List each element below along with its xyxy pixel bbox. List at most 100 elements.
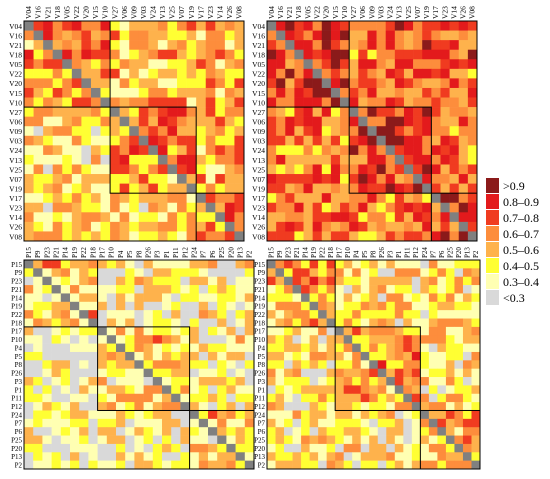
heatmap-cell [386,402,396,411]
heatmap-cell [467,78,478,89]
heatmap-cell [177,183,187,194]
heatmap-cell [217,460,227,470]
heatmap-cell [51,435,62,445]
heatmap-cell [343,260,353,269]
row-label: P20 [254,445,265,453]
heatmap-cell [276,154,286,165]
heatmap-cell [217,360,227,369]
heatmap-cell [52,78,63,89]
heatmap-cell [51,368,62,378]
heatmap-cell [471,310,481,319]
heatmap-cell [215,107,226,117]
heatmap-cell [413,78,423,89]
heatmap-cell [294,221,304,232]
heatmap-cell [318,360,327,369]
heatmap-cell [413,107,423,117]
heatmap-cell [358,174,368,184]
heatmap-cell [134,443,144,453]
heatmap-cell [276,59,286,70]
heatmap-cell [177,135,187,146]
heatmap-cell [97,293,108,303]
heatmap-cell [267,183,277,194]
heatmap-cell [24,351,34,361]
heatmap-cell [198,335,209,344]
heatmap-cell [60,268,71,278]
heatmap-cell [440,40,450,50]
heatmap-cell [413,116,423,127]
heatmap-cell [119,174,130,184]
heatmap-cell [422,116,432,127]
heatmap-cell [309,310,319,319]
heatmap-cell [90,59,101,70]
heatmap-cell [24,443,34,453]
heatmap-cell [52,183,63,194]
heatmap-cell [294,97,304,108]
heatmap-cell [81,78,92,89]
heatmap-cell [208,393,218,403]
heatmap-cell [134,460,144,470]
heatmap-cell [24,301,34,311]
heatmap-cell [440,49,450,60]
heatmap-cell [335,385,344,395]
heatmap-cell [431,126,441,137]
heatmap-cell [454,343,464,353]
heatmap-cell [180,276,190,286]
heatmap-cell [226,351,236,361]
heatmap-cell [148,164,159,175]
heatmap-cell [162,318,172,328]
heatmap-cell [462,377,472,386]
heatmap-cell [403,49,414,60]
row-label: P17 [11,328,22,336]
heatmap-cell [171,285,181,294]
heatmap-cell [367,145,377,156]
heatmap-cell [43,231,53,242]
heatmap-cell [413,212,423,223]
column-label: V13 [158,6,167,19]
heatmap-cell [437,318,447,328]
heatmap-cell [403,326,413,336]
heatmap-cell [428,293,438,303]
column-label: P13 [463,247,471,258]
panel-frame [266,259,481,470]
heatmap-cell [125,343,135,353]
heatmap-cell [394,452,404,461]
heatmap-cell [326,351,336,361]
heatmap-cell [42,385,52,395]
heatmap-cell [189,377,200,386]
heatmap-cell [318,285,327,294]
heatmap-cell [303,183,313,194]
heatmap-cell [217,418,227,428]
heatmap-cell [360,368,370,378]
heatmap-cell [70,318,80,328]
heatmap-cell [129,145,140,156]
heatmap-cell [267,360,276,369]
heatmap-cell [97,351,108,361]
cluster-block-border [109,106,197,194]
heatmap-cell [215,164,226,175]
heatmap-cell [208,377,218,386]
heatmap-cell [454,326,464,336]
heatmap-cell [303,49,313,60]
legend-label: 0.3–0.4 [503,275,539,289]
heatmap-cell [471,410,481,420]
heatmap-cell [129,174,140,184]
heatmap-cell [88,293,98,303]
heatmap-cell [189,268,200,278]
heatmap-cell [458,40,469,50]
heatmap-cell [449,154,460,165]
heatmap-cell [186,40,197,50]
heatmap-cell [394,427,404,436]
heatmap-cell [162,326,172,336]
heatmap-cell [358,231,368,242]
heatmap-cell [88,301,98,311]
heatmap-cell [138,116,149,127]
heatmap-cell [171,435,181,445]
heatmap-cell [88,351,98,361]
heatmap-cell [106,276,117,286]
heatmap-cell [217,310,227,319]
heatmap-cell [143,326,154,336]
heatmap-cell [369,301,379,311]
heatmap-cell [134,326,144,336]
heatmap-cell [24,360,34,369]
heatmap-cell [81,221,92,232]
